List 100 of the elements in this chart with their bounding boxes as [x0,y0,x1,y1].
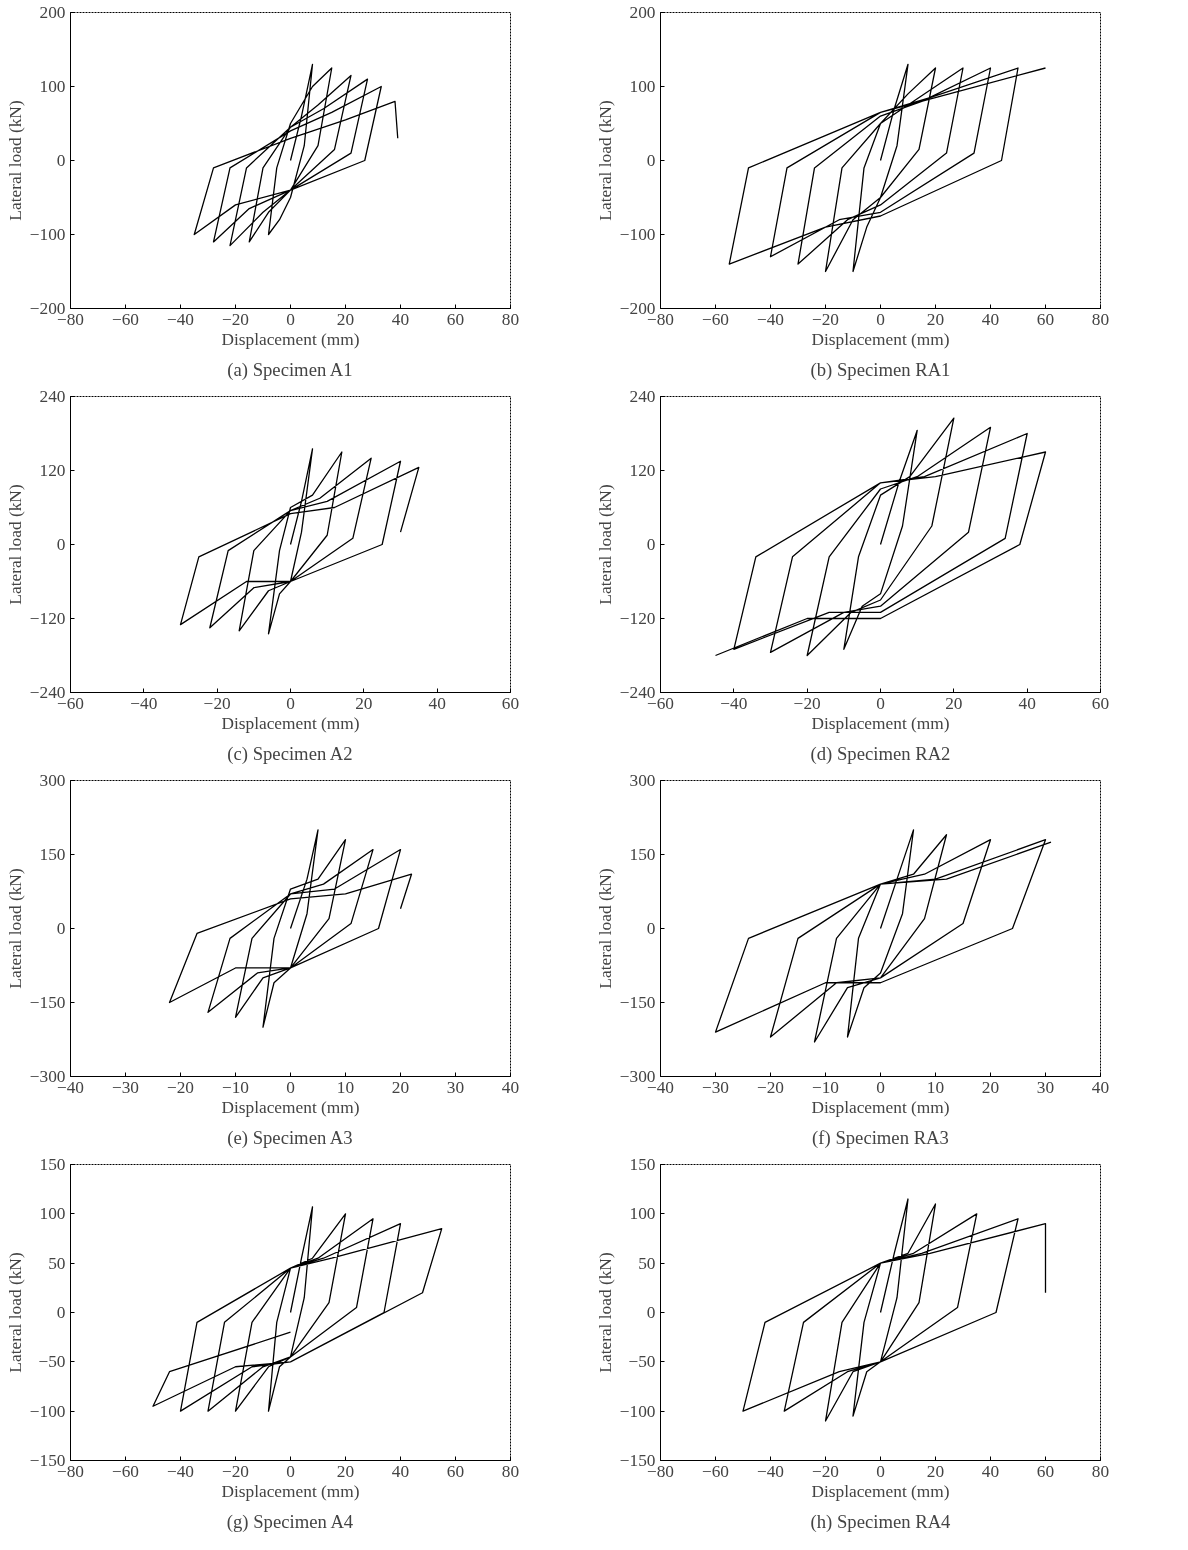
y-axis-title: Lateral load (kN) [595,1252,615,1373]
x-tick-label: 60 [501,693,520,713]
text: (f) Specimen RA3 [812,1126,949,1149]
x-tick-label: 20 [336,309,355,329]
x-tick-label: −40 [166,309,195,329]
x-tick-label: −20 [811,1461,840,1481]
x-tick-label: 80 [501,309,520,329]
x-tick-label: −20 [793,693,821,713]
y-tick-label: 100 [39,77,66,96]
y-axis-title: Lateral load (kN) [595,100,615,221]
x-tick-label: 30 [446,1077,465,1097]
y-tick-label: −100 [619,225,656,244]
x-tick-label: 30 [1036,1077,1055,1097]
x-axis-title: Displacement (mm) [221,1481,360,1501]
x-tick-label: 20 [981,1077,1000,1097]
x-tick-label: 60 [446,1461,465,1481]
x-axis-title: Displacement (mm) [221,1097,360,1117]
x-tick-label: −40 [166,1461,195,1481]
x-tick-label: 10 [336,1077,355,1097]
x-tick-label: 40 [1018,693,1036,713]
y-tick-label: 0 [646,919,656,938]
y-tick-label: 150 [39,845,66,864]
x-tick-label: 80 [1091,309,1110,329]
x-tick-label: 40 [981,309,1000,329]
x-tick-label: 60 [1091,693,1110,713]
y-tick-label: 200 [629,3,656,22]
x-tick-label: 0 [876,693,885,713]
x-tick-label: 40 [428,693,446,713]
y-tick-label: −50 [38,1352,66,1372]
y-axis-title: Lateral load (kN) [5,484,25,605]
y-tick-label: −100 [619,1401,656,1421]
y-axis-title: Lateral load (kN) [5,868,25,989]
x-tick-label: −30 [111,1077,140,1097]
x-tick-label: −40 [720,693,748,713]
x-tick-label: 0 [876,1461,885,1481]
x-tick-label: 0 [286,693,295,713]
y-tick-label: 240 [629,387,656,406]
y-tick-label: 100 [39,1204,66,1224]
y-tick-label: 100 [629,1204,656,1224]
x-tick-label: 20 [391,1077,410,1097]
x-tick-label: −60 [111,309,140,329]
x-tick-label: 40 [1091,1077,1110,1097]
y-tick-label: 0 [56,1303,66,1322]
x-tick-label: 10 [926,1077,945,1097]
y-tick-label: 0 [56,151,66,170]
x-tick-label: −20 [811,309,840,329]
y-axis-title: Lateral load (kN) [5,100,25,221]
x-tick-label: 60 [1036,1461,1055,1481]
x-tick-label: −10 [221,1077,250,1097]
x-tick-label: 80 [501,1461,520,1481]
text: (a) Specimen A1 [227,358,353,381]
x-tick-label: 20 [355,693,373,713]
x-tick-label: 40 [981,1461,1000,1481]
x-tick-label: −40 [130,693,158,713]
y-tick-label: 150 [629,845,656,864]
x-axis-title: Displacement (mm) [811,1097,950,1117]
y-tick-label: 0 [56,919,66,938]
y-tick-label: 150 [39,1155,66,1174]
x-tick-label: −20 [221,309,250,329]
y-axis-title: Lateral load (kN) [5,1252,25,1373]
x-tick-label: 20 [945,693,963,713]
y-tick-label: 50 [638,1253,656,1273]
y-axis-title: Lateral load (kN) [595,868,615,989]
x-tick-label: 0 [286,309,295,329]
x-tick-label: 40 [391,309,410,329]
text: (c) Specimen A2 [227,742,353,765]
y-tick-label: 240 [39,387,66,406]
y-tick-label: 200 [39,3,66,22]
x-tick-label: −20 [221,1461,250,1481]
x-tick-label: −60 [111,1461,140,1481]
y-tick-label: 120 [629,461,656,480]
x-tick-label: 0 [876,1077,885,1097]
x-tick-label: −40 [756,309,785,329]
y-tick-label: 150 [629,1155,656,1174]
text: (d) Specimen RA2 [810,742,951,765]
y-axis-title: Lateral load (kN) [595,484,615,605]
x-tick-label: −40 [756,1461,785,1481]
y-tick-label: −150 [619,993,656,1012]
y-tick-label: −120 [29,609,66,628]
y-tick-label: 120 [39,461,66,480]
x-axis-title: Displacement (mm) [811,329,950,349]
x-tick-label: 60 [1036,309,1055,329]
x-tick-label: 20 [926,1461,945,1481]
x-tick-label: 20 [926,309,945,329]
x-tick-label: −20 [166,1077,195,1097]
x-axis-title: Displacement (mm) [221,713,360,733]
y-tick-label: −50 [628,1352,656,1372]
x-tick-label: −20 [203,693,231,713]
text: (h) Specimen RA4 [810,1510,952,1533]
y-tick-label: −150 [29,993,66,1012]
y-tick-label: 300 [39,771,66,790]
x-axis-title: Displacement (mm) [811,1481,950,1501]
x-tick-label: −20 [756,1077,785,1097]
y-tick-label: 50 [48,1253,66,1273]
x-axis-title: Displacement (mm) [811,713,950,733]
text: (b) Specimen RA1 [810,358,951,381]
y-tick-label: 100 [629,77,656,96]
x-tick-label: 0 [286,1461,295,1481]
y-tick-label: 0 [646,151,656,170]
y-tick-label: 0 [56,535,66,554]
